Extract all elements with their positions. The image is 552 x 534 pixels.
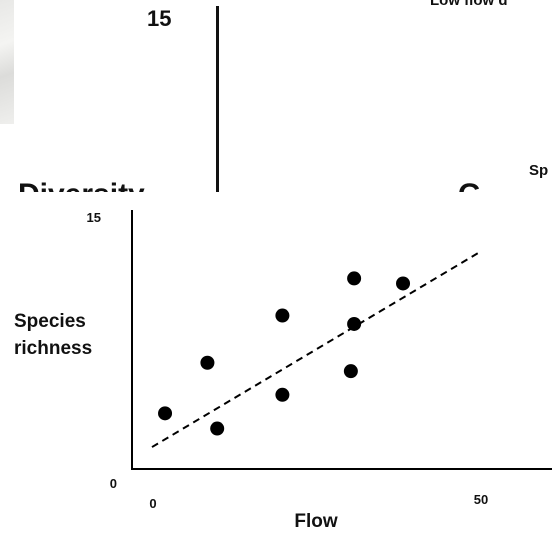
x-axis-label: Flow — [294, 511, 337, 532]
top-y-tick-label: 15 — [147, 6, 172, 31]
cut-off-text-right: G — [458, 178, 481, 192]
data-point-4 — [275, 308, 290, 323]
y-tick-label-max: 15 — [87, 210, 101, 225]
axes — [131, 210, 552, 470]
scatter-chart: 15 0 0 50 Flow Species richness — [14, 210, 552, 532]
data-point-6 — [343, 364, 358, 379]
data-point-3 — [210, 421, 225, 436]
x-tick-label-max: 50 — [474, 492, 488, 507]
cut-off-text-left: Diversity — [18, 178, 145, 192]
trendline-dashed — [151, 252, 479, 448]
top-side-label: Sp — [529, 162, 549, 179]
data-point-2 — [200, 355, 215, 370]
data-point-1 — [158, 406, 173, 421]
top-y-axis-line — [216, 6, 219, 192]
data-point-7 — [347, 316, 362, 331]
x-tick-label-min: 0 — [149, 496, 156, 511]
y-axis-label-line-1: Species — [14, 311, 86, 332]
top-heading-text: Low flow d — [430, 0, 508, 9]
data-point-8 — [347, 271, 362, 286]
marble-texture-decoration — [0, 0, 14, 124]
top-slide-fragment: 15 Low flow d Sp Diversity G — [0, 0, 552, 192]
y-axis-label-line-2: richness — [14, 338, 92, 359]
data-point-5 — [275, 387, 290, 402]
y-tick-label-min: 0 — [110, 476, 117, 491]
data-point-9 — [396, 276, 411, 291]
data-points — [158, 271, 411, 436]
